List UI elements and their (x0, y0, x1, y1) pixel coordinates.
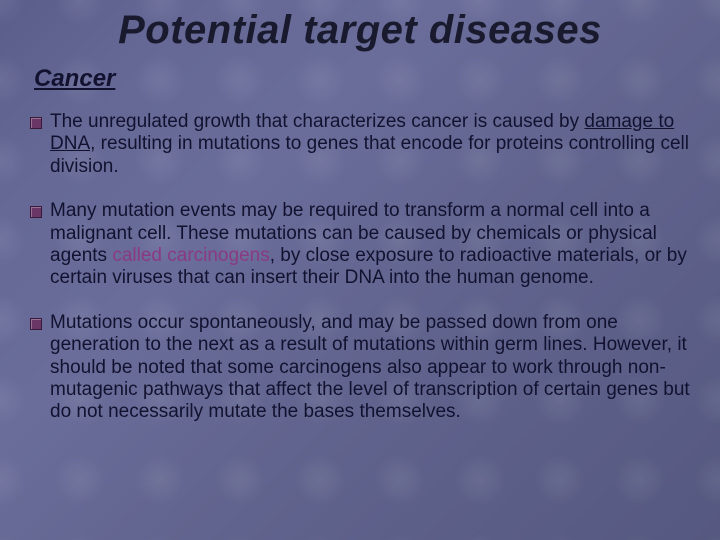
bullet-text-pre: Mutations occur spontaneously, and may b… (50, 312, 690, 423)
page-title: Potential target diseases (28, 8, 692, 53)
bullet-text-pre: The unregulated growth that characterize… (50, 111, 584, 132)
bullet-list: The unregulated growth that characterize… (28, 111, 692, 424)
list-item: The unregulated growth that characterize… (28, 111, 692, 178)
bullet-text-post: , resulting in mutations to genes that e… (50, 133, 689, 176)
bullet-text-highlight: called carcinogens (112, 245, 269, 266)
page-subtitle: Cancer (34, 65, 692, 93)
list-item: Mutations occur spontaneously, and may b… (28, 312, 692, 424)
slide-container: Potential target diseases Cancer The unr… (0, 0, 720, 540)
list-item: Many mutation events may be required to … (28, 200, 692, 290)
